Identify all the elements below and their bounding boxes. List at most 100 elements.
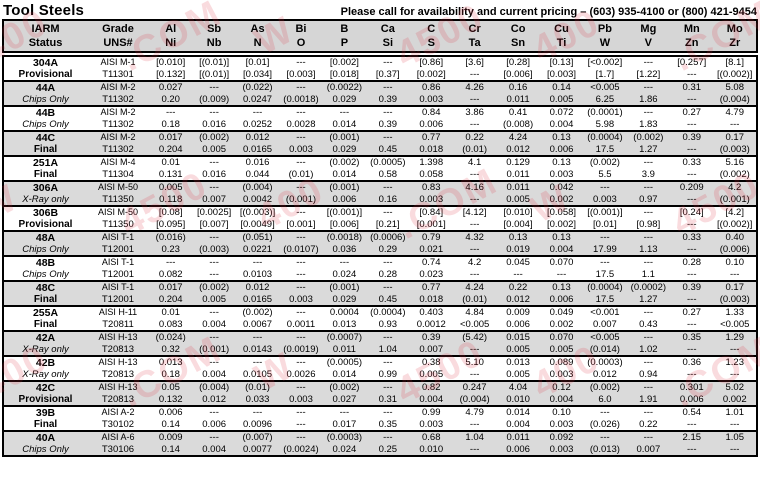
value-cell-mo: 1.05 --- — [725, 432, 744, 455]
value-cell-cr: 4.32 --- — [465, 232, 484, 255]
table-row-44A: 44A Chips Only AISI M-2 T11302 0.027 0.20 ---(… — [3, 81, 757, 106]
value-cell-cr: 1.04 --- — [465, 432, 484, 455]
value-cell-mo: [8.1] [(0.002)] — [717, 57, 753, 80]
value-cell-mn: 0.31 --- — [682, 82, 702, 105]
value-cell-c: 0.86 0.003 — [419, 82, 444, 105]
value-cell-mo: 0.17 (0.003) — [719, 282, 750, 305]
value-cell-ca: --- 0.28 — [378, 257, 398, 280]
value-cell-co: 4.04 0.010 — [506, 382, 530, 405]
value-cell-al: (0.016) 0.23 — [155, 232, 186, 255]
value-cell-mg: --- 0.22 — [639, 407, 658, 430]
grade-cell: AISI M-2 T11302 — [100, 132, 136, 155]
value-cell-as: (0.002) 0.0067 — [242, 307, 273, 330]
value-cell-pb: --- 17.5 — [595, 257, 615, 280]
status-cell: 306B Provisional — [18, 207, 73, 230]
value-cell-mn: 0.33 --- — [682, 232, 702, 255]
value-cell-as: (0.01) 0.033 — [245, 382, 270, 405]
value-cell-cr: 5.10 --- — [465, 357, 484, 380]
value-cell-ca: --- 0.45 — [378, 282, 398, 305]
value-cell-cu: [0.058] [0.002] — [546, 207, 577, 230]
value-cell-bi: --- (0.0019) — [283, 332, 319, 355]
value-cell-b: --- 0.017 — [332, 407, 357, 430]
value-cell-cu: 0.070 --- — [549, 257, 574, 280]
grade-cell: AISI A-6 T30106 — [101, 432, 135, 455]
value-cell-sb: (0.004) 0.012 — [199, 382, 230, 405]
value-cell-b: (0.0005) 0.014 — [326, 357, 363, 380]
value-cell-pb: --- (0.026) — [589, 407, 620, 430]
value-cell-b: (0.0007) 0.011 — [326, 332, 363, 355]
value-cell-ca: --- 1.04 — [378, 332, 398, 355]
value-cell-co: 0.16 0.011 — [506, 82, 530, 105]
value-cell-cu: 0.049 0.002 — [549, 307, 574, 330]
header-iarm-label: IARM — [31, 23, 60, 35]
table-body: 304A Provisional AISI M-1 T11301 [0.010] [0.1… — [3, 56, 757, 456]
value-cell-pb: (0.002) 5.5 — [589, 157, 620, 180]
value-cell-mo: 0.40 (0.006) — [719, 232, 750, 255]
value-cell-mg: --- [1.22] — [636, 57, 661, 80]
value-cell-mn: 0.54 --- — [682, 407, 702, 430]
value-cell-mg: (0.002) 1.27 — [633, 132, 664, 155]
value-cell-al: 0.013 0.18 — [158, 357, 183, 380]
value-cell-mg: --- 1.83 — [639, 107, 658, 130]
table-header: IARM Status Grade UNS# Al Ni Sb Nb As N Bi O B P C… — [2, 19, 758, 53]
value-cell-as: (0.004) 0.0042 — [242, 182, 273, 205]
value-cell-sb: --- --- — [209, 257, 219, 280]
value-cell-cu: 0.12 0.004 — [549, 382, 574, 405]
value-cell-mo: 5.02 0.002 — [722, 382, 747, 405]
top-bar: Tool Steels Please call for availability… — [0, 0, 760, 19]
value-cell-bi: --- [0.001] — [286, 207, 316, 230]
value-cell-b: (0.0022) 0.029 — [326, 82, 363, 105]
page-title: Tool Steels — [3, 2, 85, 19]
value-cell-cu: 0.13 0.006 — [549, 282, 574, 305]
grade-cell: AISI H-13 T20813 — [98, 332, 138, 355]
value-cell-mg: --- 3.9 — [641, 157, 655, 180]
value-cell-cr: 4.1 --- — [468, 157, 482, 180]
value-cell-co: [0.010] [0.004] — [503, 207, 533, 230]
value-cell-co: 0.045 --- — [506, 257, 530, 280]
value-cell-as: (0.022) 0.0247 — [242, 82, 273, 105]
table-row-42B: 42B X-Ray only AISI H-13 T20813 0.013 0.18 ---… — [3, 356, 757, 381]
grade-cell: AISI M-2 T11302 — [100, 82, 136, 105]
value-cell-mn: [0.24] --- — [679, 207, 704, 230]
value-cell-ca: --- 0.25 — [378, 432, 398, 455]
value-cell-bi: --- 0.0026 — [286, 357, 316, 380]
table-row-255A: 255A Final AISI H-11 T20811 0.01 0.083 --- 0.00… — [3, 306, 757, 331]
value-cell-as: --- 0.0103 — [243, 257, 273, 280]
value-cell-mn: 0.35 --- — [682, 332, 702, 355]
value-cell-b: (0.0003) 0.024 — [326, 432, 363, 455]
table-row-251A: 251A Final AISI M-4 T11304 0.01 0.131 --- 0.016… — [3, 156, 757, 181]
value-cell-c: 1.398 0.058 — [419, 157, 444, 180]
value-cell-mn: 0.209 --- — [679, 182, 704, 205]
column-header-iarm-status: IARM Status — [3, 20, 87, 52]
table-row-44C: 44C Final AISI M-2 T11302 0.017 0.204 (0.002) 0… — [3, 131, 757, 156]
value-cell-cu: 0.089 0.003 — [549, 357, 574, 380]
value-cell-cu: 0.042 0.002 — [549, 182, 574, 205]
value-cell-mo: 5.16 (0.002) — [719, 157, 750, 180]
value-cell-al: [0.08] [0.095] — [156, 207, 186, 230]
value-cell-b: (0.002) 0.014 — [329, 157, 360, 180]
value-cell-ca: --- 0.35 — [378, 407, 398, 430]
grade-cell: AISI M-50 T11350 — [97, 207, 138, 230]
value-cell-cr: 3.86 --- — [465, 107, 484, 130]
value-cell-al: 0.017 0.204 — [158, 132, 183, 155]
value-cell-co: 0.015 0.005 — [506, 332, 530, 355]
status-cell: 48A Chips Only — [22, 232, 69, 255]
value-cell-sb: --- 0.004 — [202, 432, 227, 455]
grade-cell: AISI T-1 T12001 — [101, 282, 135, 305]
value-cell-pb: <0.005 6.25 — [590, 82, 620, 105]
value-cell-sb: --- 0.016 — [202, 107, 227, 130]
column-header-grade-uns: Grade UNS# — [87, 20, 149, 52]
value-cell-bi: --- 0.003 — [289, 132, 313, 155]
column-header-ca-si: Ca Si — [380, 23, 395, 49]
value-cell-mg: --- 0.43 — [639, 307, 658, 330]
value-cell-sb: (0.002) 0.005 — [199, 282, 230, 305]
value-cell-co: 0.013 0.005 — [506, 357, 530, 380]
grade-cell: AISI T-1 T12001 — [101, 257, 135, 280]
table-row-42C: 42C Provisional AISI H-13 T20813 0.05 0.132 (0… — [3, 381, 757, 406]
status-cell: 40A Chips Only — [22, 432, 69, 455]
value-cell-bi: --- (0.001) — [285, 182, 317, 205]
value-cell-mn: 0.27 --- — [682, 107, 702, 130]
value-cell-mo: 1.23 --- — [725, 357, 744, 380]
value-cell-al: 0.017 0.204 — [158, 282, 183, 305]
